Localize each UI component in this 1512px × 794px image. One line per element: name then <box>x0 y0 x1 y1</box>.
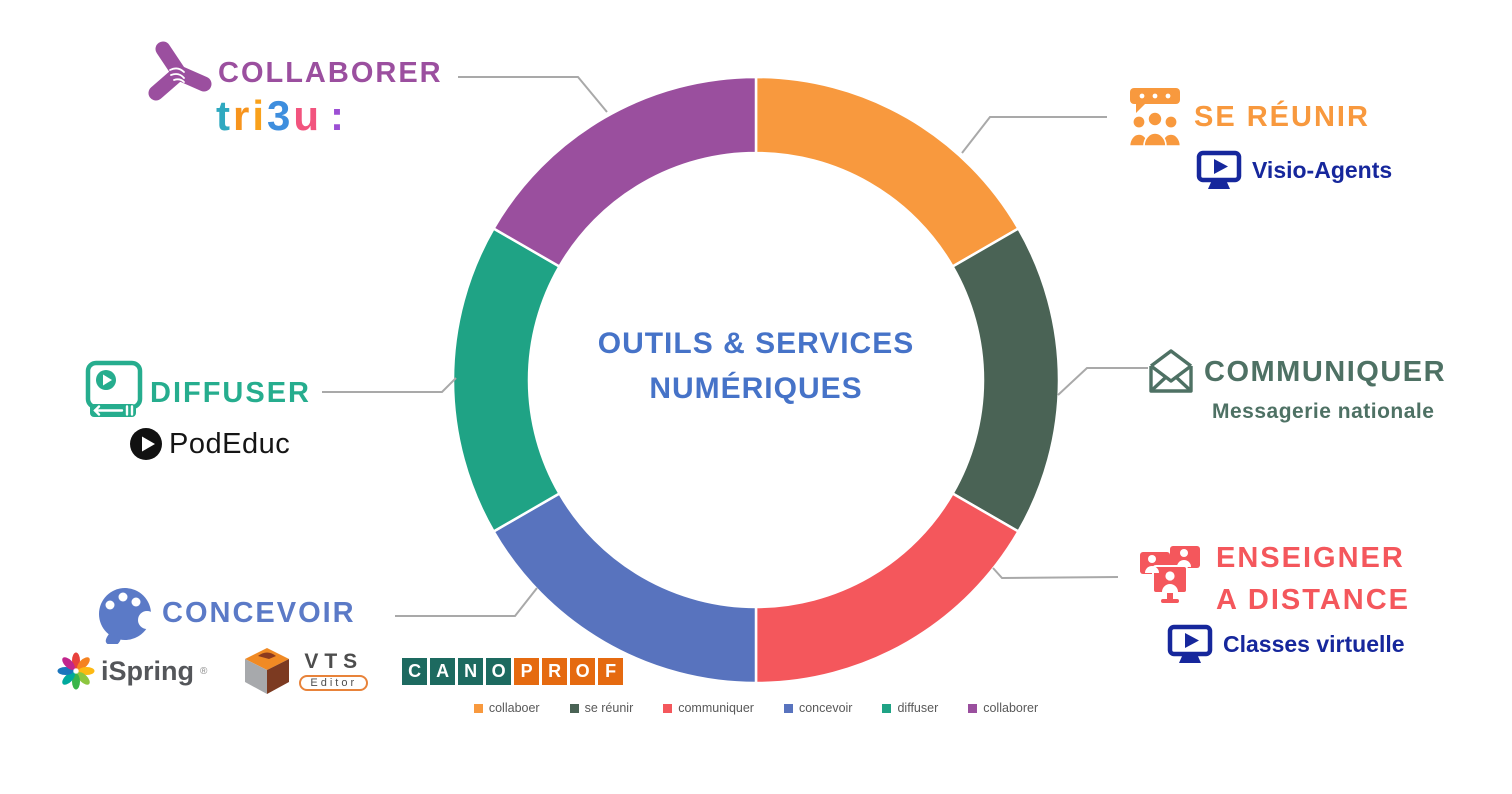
video-player-icon <box>85 360 143 417</box>
messagerie-nationale-label: Messagerie nationale <box>1212 400 1435 423</box>
legend-item: collaboer <box>473 701 540 715</box>
vts-editor-label: Editor <box>299 674 369 691</box>
title-line-2: NUMÉRIQUES <box>649 372 863 405</box>
callout-title-communiquer: COMMUNIQUER <box>1204 356 1447 388</box>
legend-swatch <box>663 703 673 713</box>
vts-editor-logo: VTS Editor <box>241 646 369 696</box>
chart-center-title: OUTILS & SERVICES NUMÉRIQUES <box>486 321 1026 411</box>
canoprof-tile: O <box>570 657 596 685</box>
canoprof-tile: R <box>542 657 568 685</box>
tribu-letter: r <box>233 92 253 139</box>
screen-play-icon <box>1196 150 1242 189</box>
connector-enseigner <box>992 567 1119 580</box>
ispring-label: iSpring <box>101 655 194 686</box>
connector-se-reunir <box>961 116 1107 154</box>
legend-item: diffuser <box>882 701 938 715</box>
canoprof-tile: A <box>430 657 456 685</box>
legend-item: concevoir <box>783 701 853 715</box>
vts-label: VTS <box>304 649 364 673</box>
legend-item: collaborer <box>968 701 1038 715</box>
ispring-pinwheel-icon <box>57 652 95 690</box>
hands-collaboration-icon <box>148 41 212 101</box>
donut-chart <box>451 75 1061 685</box>
legend-label: se réunir <box>584 701 634 715</box>
screen-play-icon <box>1167 624 1213 663</box>
callout-title-diffuser: DIFFUSER <box>150 377 311 409</box>
legend-swatch <box>783 703 793 713</box>
canoprof-logo: C A N O P R O F <box>402 657 624 685</box>
vts-cube-icon <box>245 648 290 694</box>
callout-title-collaborer: COLLABORER <box>218 57 443 89</box>
screens-people-icon <box>1140 546 1200 603</box>
registered-mark: ® <box>200 665 208 677</box>
title-line-1: OUTILS & SERVICES <box>597 327 915 360</box>
legend-item: communiquer <box>663 701 754 715</box>
legend-swatch <box>473 703 483 713</box>
callout-title-enseigner: ENSEIGNER A DISTANCE <box>1216 537 1410 621</box>
canoprof-tile: P <box>514 657 540 685</box>
legend-swatch <box>968 703 978 713</box>
tribu-logo: tri3u: <box>216 92 347 140</box>
tribu-letter: t <box>216 92 233 139</box>
connector-communiquer <box>1057 367 1148 396</box>
enseigner-line-2: A DISTANCE <box>1216 584 1410 616</box>
canoprof-tile: O <box>486 657 512 685</box>
tribu-letter: u <box>293 92 323 139</box>
podeduc-tool: PodEduc <box>128 426 290 462</box>
tribu-letter: : <box>330 92 348 139</box>
legend-label: concevoir <box>798 701 853 715</box>
legend-label: collaboer <box>488 701 540 715</box>
podeduc-label: PodEduc <box>169 427 291 460</box>
palette-icon <box>99 588 156 644</box>
meeting-people-icon <box>1128 88 1182 147</box>
legend-label: diffuser <box>897 701 939 715</box>
canoprof-tile: C <box>402 657 428 685</box>
tribu-letter: i <box>252 92 268 139</box>
callout-title-se-reunir: SE RÉUNIR <box>1194 101 1370 133</box>
legend-swatch <box>882 703 892 713</box>
legend-item: se réunir <box>569 701 634 715</box>
classes-virtuelle-label: Classes virtuelle <box>1223 630 1405 657</box>
legend-label: communiquer <box>678 701 754 715</box>
tribu-letter: 3 <box>267 92 294 139</box>
callout-title-concevoir: CONCEVOIR <box>162 597 356 629</box>
visio-agents-tool: Visio-Agents <box>1196 150 1392 190</box>
play-circle-icon <box>130 428 162 460</box>
concevoir-tools: iSpring ® VTS Editor C A N O P R O F <box>57 646 624 696</box>
connector-concevoir <box>395 587 538 617</box>
chart-legend: collaboer se réunir communiquer concevoi… <box>0 701 1512 715</box>
classes-virtuelle-tool: Classes virtuelle <box>1167 624 1405 664</box>
legend-label: collaborer <box>983 701 1039 715</box>
legend-swatch <box>569 703 579 713</box>
ispring-logo: iSpring ® <box>57 652 207 690</box>
canoprof-tile: N <box>458 657 484 685</box>
enseigner-line-1: ENSEIGNER <box>1216 542 1405 574</box>
donut-segment-collaborer <box>491 75 758 269</box>
connector-diffuser <box>322 377 457 393</box>
visio-agents-label: Visio-Agents <box>1252 156 1393 183</box>
connector-collaborer <box>458 76 608 113</box>
open-envelope-icon <box>1149 349 1193 393</box>
canoprof-tile: F <box>598 657 624 685</box>
